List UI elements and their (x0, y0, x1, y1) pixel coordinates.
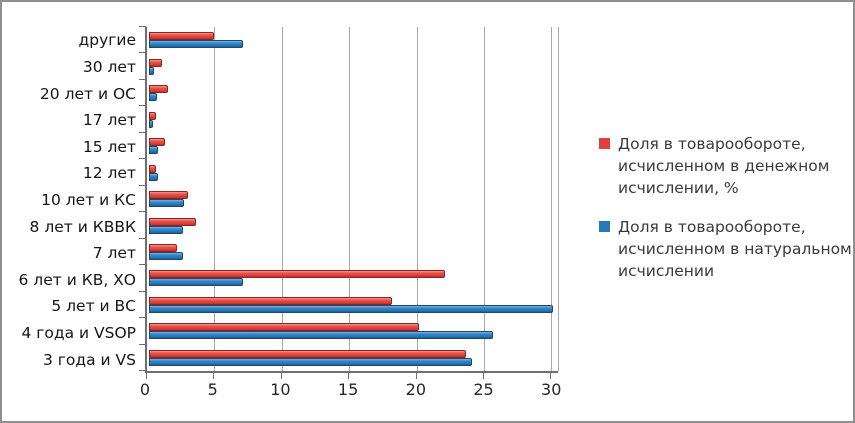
gridline-25 (483, 27, 485, 371)
bar-series1-20 лет и ОС (149, 93, 158, 102)
bar-series0-10 лет и КС (149, 191, 189, 200)
bar-series0-12 лет (149, 164, 156, 173)
x-axis-tick (280, 373, 282, 379)
category-label: 3 года и VS (43, 350, 136, 369)
bar-series1-4 года и VSOP (149, 331, 493, 340)
bar-series1-7 лет (149, 251, 183, 260)
gridline-15 (349, 27, 351, 371)
bar-series1-5 лет и ВС (149, 304, 554, 313)
category-label: 17 лет (82, 111, 136, 130)
bar-row (147, 318, 558, 344)
x-axis-tick (213, 373, 215, 379)
bar-series0-6 лет и КВ, ХО (149, 270, 446, 279)
bar-series0-7 лет (149, 243, 178, 252)
category-label: 5 лет и ВС (51, 297, 136, 316)
bar-series1-6 лет и КВ, ХО (149, 278, 244, 287)
bar-series1-другие (149, 40, 244, 49)
legend-marker-icon (599, 138, 610, 149)
gridline-20 (416, 27, 418, 371)
bar-series1-30 лет (149, 66, 155, 75)
value-axis-labels: 0 5 10 15 20 25 30 (140, 380, 562, 402)
y-axis-tick (139, 52, 146, 54)
bar-row (147, 80, 558, 106)
category-label: 7 лет (92, 244, 136, 263)
y-axis-tick (139, 343, 146, 345)
bar-series0-17 лет (149, 111, 156, 120)
bar-series1-17 лет (149, 119, 154, 128)
y-axis-tick (139, 105, 146, 107)
legend: Доля в товарообороте, исчисленном в дене… (599, 133, 853, 282)
legend-item-series1: Доля в товарообороте, исчисленном в нату… (599, 216, 853, 282)
x-axis-label-0: 0 (139, 380, 151, 399)
x-axis-tick (550, 373, 552, 379)
category-label: 30 лет (82, 57, 136, 76)
bar-row (147, 53, 558, 79)
x-axis-label-25: 25 (473, 380, 494, 399)
category-label: 12 лет (82, 164, 136, 183)
x-axis-label-15: 15 (337, 380, 359, 399)
y-axis-tick (139, 131, 146, 133)
y-axis-tick (139, 26, 146, 27)
legend-label: Доля в товарообороте, исчисленном в дене… (618, 135, 830, 197)
x-axis-tick (415, 373, 417, 379)
y-axis-tick (139, 317, 146, 319)
category-label: 20 лет и ОС (39, 84, 136, 103)
bar-series0-5 лет и ВС (149, 296, 392, 305)
bar-series1-12 лет (149, 172, 159, 181)
bar-series1-3 года и VS (149, 357, 473, 366)
bar-row (147, 159, 558, 185)
y-axis-tick (139, 237, 146, 239)
bar-series1-10 лет и КС (149, 199, 185, 208)
x-axis-label-10: 10 (270, 380, 291, 399)
category-label: 10 лет и КС (41, 190, 136, 209)
y-axis-tick (139, 211, 146, 213)
y-axis-tick (139, 184, 146, 186)
bar-row (147, 133, 558, 159)
category-label: другие (78, 31, 136, 50)
bar-row (147, 292, 558, 318)
gridline-30 (551, 27, 553, 371)
legend-marker-icon (599, 221, 610, 232)
bar-row (147, 106, 558, 132)
x-axis-label-30: 30 (541, 380, 562, 399)
plot-area (139, 26, 559, 379)
x-axis-tick (146, 373, 147, 379)
y-axis-tick (139, 290, 146, 292)
category-label: 15 лет (82, 137, 136, 156)
category-axis-labels: другие 30 лет 20 лет и ОС 17 лет 15 лет 12 ле… (2, 27, 137, 373)
bar-series0-3 года и VS (149, 349, 466, 358)
bar-series1-8 лет и КВВК (149, 225, 183, 234)
x-axis-label-20: 20 (405, 380, 426, 399)
category-label: 6 лет и КВ, ХО (18, 270, 137, 289)
y-axis-tick (139, 264, 146, 266)
bar-row (147, 186, 558, 212)
legend-item-series0: Доля в товарообороте, исчисленном в дене… (599, 133, 853, 199)
y-axis-tick (139, 158, 146, 160)
bar-series1-15 лет (149, 146, 159, 155)
gridline-10 (281, 27, 283, 371)
bar-row (147, 27, 558, 53)
x-axis-tick (482, 373, 484, 379)
bar-row (147, 265, 558, 291)
y-axis-tick (139, 78, 146, 80)
y-axis-tick (139, 370, 146, 371)
legend-label: Доля в товарообороте, исчисленном в нату… (618, 218, 852, 280)
bar-series0-30 лет (149, 58, 163, 67)
bar-series0-15 лет (149, 138, 166, 147)
gridline-5 (214, 27, 216, 371)
bar-rows (147, 27, 558, 371)
bar-series0-8 лет и КВВК (149, 217, 197, 226)
bar-series0-другие (149, 32, 214, 41)
category-label: 4 года и VSOP (21, 324, 136, 342)
bar-series0-20 лет и ОС (149, 85, 168, 94)
bar-series0-4 года и VSOP (149, 323, 419, 332)
category-label: 8 лет и КВВК (29, 217, 136, 236)
bar-row (147, 345, 558, 371)
x-axis-tick (348, 373, 350, 379)
plot-right-edge (558, 27, 559, 371)
x-axis-label-5: 5 (207, 380, 218, 399)
bar-row (147, 239, 558, 265)
bar-row (147, 212, 558, 238)
